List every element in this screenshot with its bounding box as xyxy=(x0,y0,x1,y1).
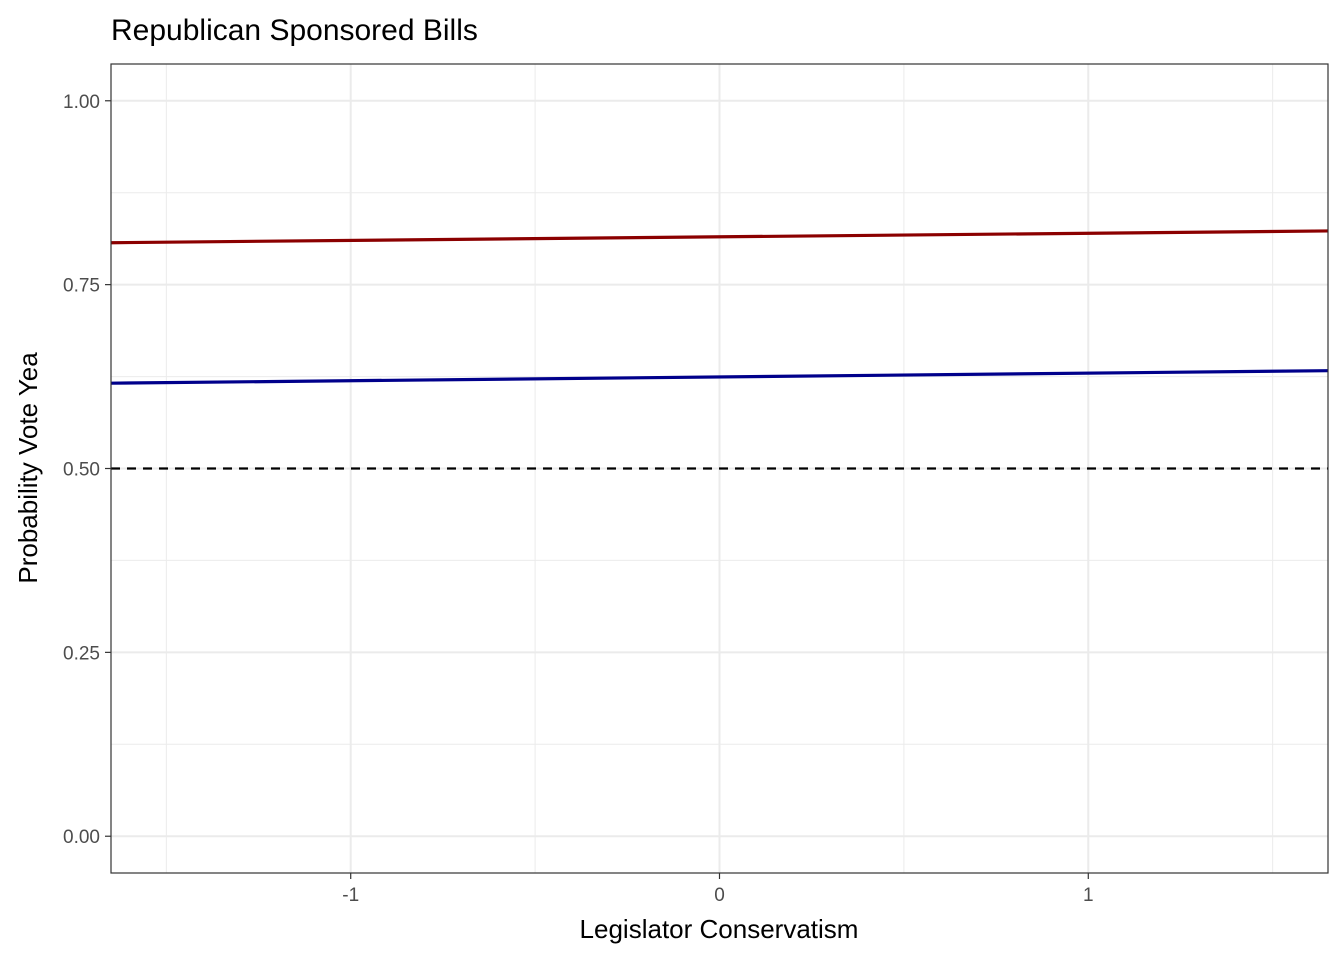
y-axis-title: Probability Vote Yea xyxy=(13,352,43,584)
x-tick-label: 1 xyxy=(1083,885,1094,906)
series-lines xyxy=(110,229,1329,470)
y-tick-label: 0.25 xyxy=(63,643,100,664)
y-axis: 0.00 0.25 0.50 0.75 1.00 xyxy=(63,92,111,848)
x-axis-title: Legislator Conservatism xyxy=(580,914,859,944)
x-axis: -1 0 1 xyxy=(342,873,1094,906)
series-line-2 xyxy=(110,369,1329,385)
x-tick-label: 0 xyxy=(714,885,725,906)
y-tick-label: 1.00 xyxy=(63,92,100,113)
x-tick-label: -1 xyxy=(342,885,359,906)
y-tick-label: 0.50 xyxy=(63,460,100,481)
chart-title: Republican Sponsored Bills xyxy=(111,14,478,47)
series-line-1 xyxy=(110,229,1329,245)
y-tick-label: 0.75 xyxy=(63,276,100,297)
y-tick-label: 0.00 xyxy=(63,827,100,848)
